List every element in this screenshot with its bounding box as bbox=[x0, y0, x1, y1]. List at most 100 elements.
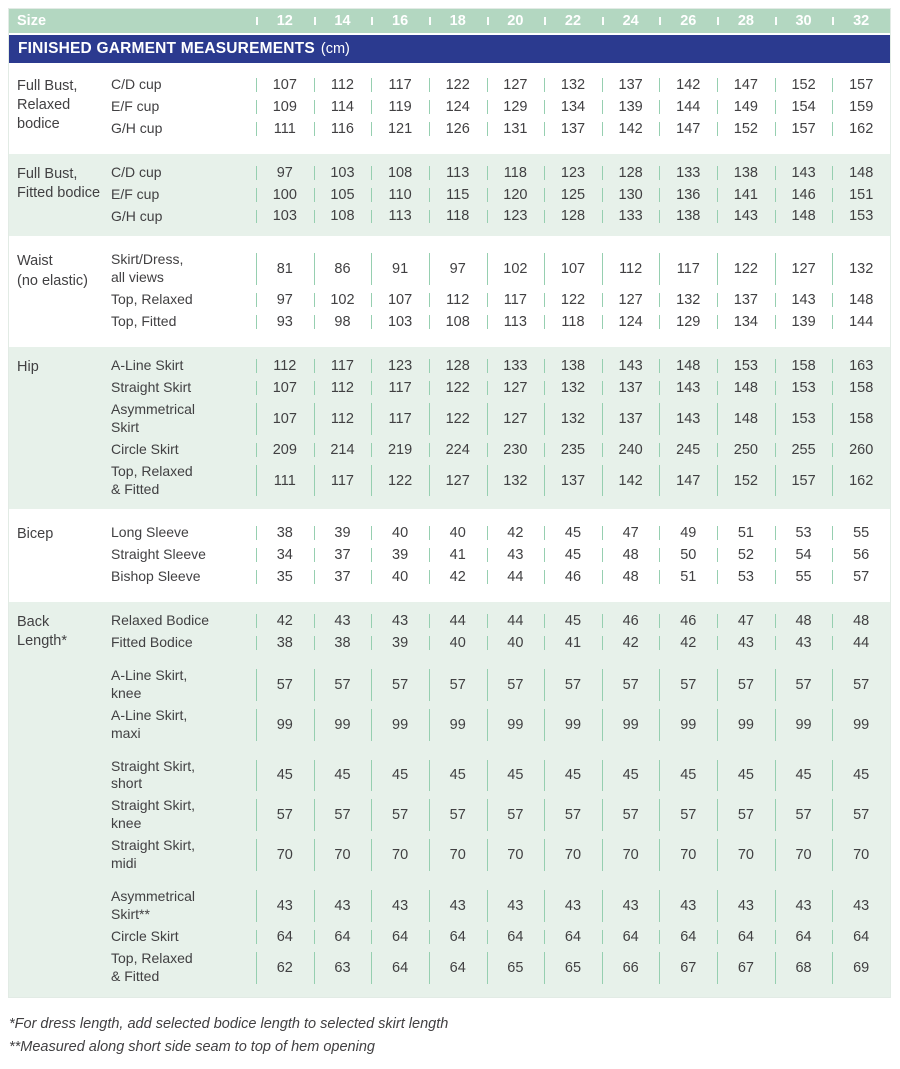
value-cell: 43 bbox=[717, 634, 775, 652]
value-cell: 57 bbox=[832, 667, 890, 703]
value-cell: 64 bbox=[774, 928, 833, 946]
measurement-row: A-Line Skirt, maxi 99 99 99 99 99 99 99 99 99 99 99 bbox=[111, 705, 890, 745]
size-column-header: 26 bbox=[659, 13, 717, 29]
value-cell: 99 bbox=[486, 707, 545, 743]
value-cell: 57 bbox=[428, 667, 487, 703]
value-cell: 136 bbox=[659, 186, 717, 204]
value-cell: 40 bbox=[371, 568, 429, 586]
value-cell: 57 bbox=[371, 667, 429, 703]
value-cell: 159 bbox=[832, 98, 890, 116]
category-label: Hip bbox=[17, 359, 39, 376]
value-cell: 43 bbox=[774, 634, 833, 652]
value-cell: 117 bbox=[371, 76, 429, 94]
value-cell: 122 bbox=[428, 379, 487, 397]
value-cell: 43 bbox=[313, 612, 372, 630]
footnote-dress-length: *For dress length, add selected bodice l… bbox=[9, 1015, 449, 1032]
value-cell: 63 bbox=[313, 950, 372, 986]
value-cell: 70 bbox=[717, 837, 775, 873]
value-cell: 48 bbox=[774, 612, 833, 630]
value-cell: 148 bbox=[774, 208, 833, 226]
value-cell: 224 bbox=[428, 441, 487, 459]
value-cell: 48 bbox=[601, 568, 660, 586]
row-label: Circle Skirt bbox=[111, 440, 179, 457]
value-cell: 45 bbox=[601, 758, 660, 794]
measurement-row: Top, Relaxed & Fitted 111 117 122 127 132 137 1… bbox=[111, 461, 890, 501]
size-column-header: 12 bbox=[256, 13, 314, 29]
category-label: Full Bust, Fitted bodice bbox=[17, 165, 101, 201]
value-cell: 132 bbox=[544, 76, 602, 94]
measurement-row: Long Sleeve 38 39 40 40 42 45 47 49 51 53 55 bbox=[111, 522, 890, 544]
value-cell: 51 bbox=[659, 568, 717, 586]
measurement-row: Asymmetrical Skirt** 43 43 43 43 43 43 43 43 43 43… bbox=[111, 886, 890, 926]
value-cell: 57 bbox=[832, 568, 890, 586]
value-cell: 52 bbox=[717, 546, 775, 564]
value-cell: 260 bbox=[832, 441, 890, 459]
value-cell: 43 bbox=[313, 888, 372, 924]
value-cell: 158 bbox=[832, 401, 890, 437]
value-cell: 107 bbox=[371, 291, 429, 309]
value-cell: 147 bbox=[659, 120, 717, 138]
measurement-rows: Skirt/Dress, all views 81 86 91 97 102 107 112 1… bbox=[111, 249, 890, 333]
value-cell: 123 bbox=[544, 164, 602, 182]
value-cell: 43 bbox=[544, 888, 602, 924]
table-title-bar: FINISHED GARMENT MEASUREMENTS (cm) bbox=[9, 35, 890, 63]
row-label: Bishop Sleeve bbox=[111, 568, 201, 585]
value-cell: 152 bbox=[717, 463, 775, 499]
value-cell: 64 bbox=[428, 928, 487, 946]
value-cell: 38 bbox=[313, 634, 372, 652]
value-cell: 44 bbox=[428, 612, 487, 630]
value-cell: 57 bbox=[717, 667, 775, 703]
measurement-group: Back Length* Relaxed Bodice 42 43 43 44 44 45 46… bbox=[9, 602, 890, 997]
value-cell: 133 bbox=[486, 357, 545, 375]
row-label: C/D cup bbox=[111, 163, 162, 180]
value-cell: 125 bbox=[544, 186, 602, 204]
row-label: Skirt/Dress, all views bbox=[111, 251, 184, 286]
row-label: Straight Skirt bbox=[111, 378, 192, 395]
value-cell: 148 bbox=[832, 291, 890, 309]
value-cell: 134 bbox=[717, 313, 775, 331]
value-cell: 143 bbox=[659, 401, 717, 437]
value-cell: 64 bbox=[371, 928, 429, 946]
value-cell: 41 bbox=[544, 634, 602, 652]
value-cell: 57 bbox=[601, 797, 660, 833]
value-cell: 43 bbox=[659, 888, 717, 924]
value-cell: 109 bbox=[256, 98, 314, 116]
measurement-row: Bishop Sleeve 35 37 40 42 44 46 48 51 53 55 57 bbox=[111, 566, 890, 588]
value-cell: 51 bbox=[717, 524, 775, 542]
value-cell: 117 bbox=[313, 357, 372, 375]
value-cell: 123 bbox=[371, 357, 429, 375]
value-cell: 120 bbox=[486, 186, 545, 204]
value-cell: 70 bbox=[774, 837, 833, 873]
value-cell: 110 bbox=[371, 186, 429, 204]
value-cell: 70 bbox=[544, 837, 602, 873]
footnotes: *For dress length, add selected bodice l… bbox=[8, 1013, 891, 1059]
value-cell: 148 bbox=[717, 401, 775, 437]
value-cell: 43 bbox=[486, 888, 545, 924]
measurement-rows: C/D cup 97 103 108 113 118 123 128 133 138 143 148 E… bbox=[111, 162, 890, 228]
value-cell: 57 bbox=[601, 667, 660, 703]
value-cell: 42 bbox=[256, 612, 314, 630]
value-cell: 117 bbox=[371, 401, 429, 437]
row-label: Straight Skirt, short bbox=[111, 757, 196, 792]
value-cell: 35 bbox=[256, 568, 314, 586]
value-cell: 153 bbox=[774, 379, 833, 397]
value-cell: 130 bbox=[601, 186, 660, 204]
value-cell: 112 bbox=[256, 357, 314, 375]
value-cell: 49 bbox=[659, 524, 717, 542]
value-cell: 43 bbox=[256, 888, 314, 924]
size-column-header: 16 bbox=[371, 13, 429, 29]
value-cell: 134 bbox=[544, 98, 602, 116]
value-cell: 107 bbox=[256, 379, 314, 397]
measurement-rows: Relaxed Bodice 42 43 43 44 44 45 46 46 47 48 48 Fitt… bbox=[111, 610, 890, 987]
value-cell: 43 bbox=[832, 888, 890, 924]
measurement-group: Bicep Long Sleeve 38 39 40 40 42 45 47 49 51 53 55 St… bbox=[9, 514, 890, 598]
value-cell: 102 bbox=[486, 251, 545, 287]
value-cell: 42 bbox=[601, 634, 660, 652]
value-cell: 127 bbox=[428, 463, 487, 499]
value-cell: 118 bbox=[486, 164, 545, 182]
value-cell: 129 bbox=[486, 98, 545, 116]
value-cell: 117 bbox=[486, 291, 545, 309]
value-cell: 42 bbox=[659, 634, 717, 652]
value-cell: 48 bbox=[832, 612, 890, 630]
size-column-header: 20 bbox=[486, 13, 545, 29]
